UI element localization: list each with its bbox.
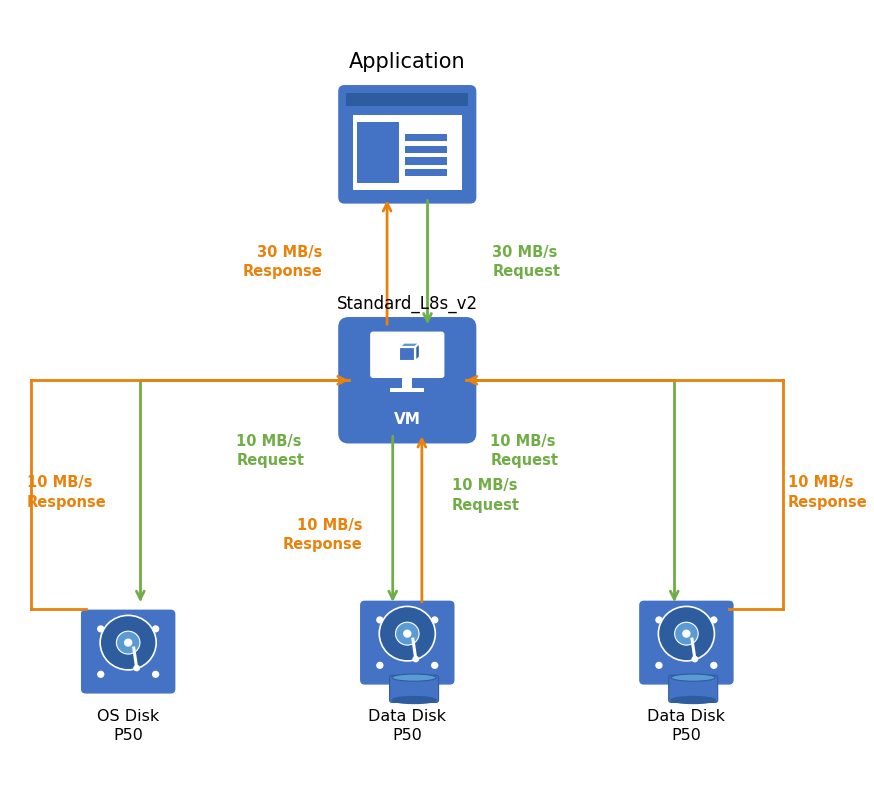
FancyBboxPatch shape	[406, 134, 447, 142]
FancyBboxPatch shape	[390, 676, 439, 703]
Circle shape	[683, 630, 690, 638]
Circle shape	[379, 607, 435, 661]
Circle shape	[396, 623, 419, 645]
FancyBboxPatch shape	[640, 601, 733, 684]
Circle shape	[377, 662, 383, 668]
Polygon shape	[399, 343, 420, 347]
Polygon shape	[415, 343, 420, 361]
FancyBboxPatch shape	[339, 318, 475, 443]
Circle shape	[432, 617, 438, 623]
Circle shape	[133, 664, 140, 672]
Text: 10 MB/s
Request: 10 MB/s Request	[490, 434, 558, 468]
FancyBboxPatch shape	[406, 169, 447, 176]
Circle shape	[98, 626, 104, 632]
Text: Data Disk
P50: Data Disk P50	[368, 709, 447, 744]
Circle shape	[377, 617, 383, 623]
Text: Standard_L8s_v2: Standard_L8s_v2	[336, 295, 478, 313]
Text: 10 MB/s
Response: 10 MB/s Response	[787, 475, 867, 509]
FancyBboxPatch shape	[81, 611, 175, 693]
Polygon shape	[399, 347, 415, 361]
Circle shape	[153, 672, 158, 677]
Circle shape	[691, 656, 698, 662]
Text: 10 MB/s
Response: 10 MB/s Response	[283, 518, 363, 552]
Text: VM: VM	[394, 412, 420, 427]
Circle shape	[711, 662, 717, 668]
FancyBboxPatch shape	[357, 122, 399, 183]
Text: 10 MB/s
Response: 10 MB/s Response	[27, 475, 107, 509]
Circle shape	[124, 638, 132, 647]
Text: 10 MB/s
Request: 10 MB/s Request	[236, 434, 304, 468]
FancyBboxPatch shape	[391, 388, 424, 392]
Circle shape	[656, 662, 662, 668]
FancyBboxPatch shape	[339, 86, 475, 203]
Circle shape	[403, 630, 412, 638]
FancyBboxPatch shape	[406, 157, 447, 165]
Ellipse shape	[671, 696, 715, 703]
FancyBboxPatch shape	[361, 601, 454, 684]
FancyBboxPatch shape	[346, 93, 468, 105]
Ellipse shape	[392, 696, 436, 703]
Circle shape	[656, 617, 662, 623]
FancyBboxPatch shape	[669, 676, 718, 703]
Ellipse shape	[671, 674, 715, 681]
Text: 30 MB/s
Request: 30 MB/s Request	[492, 246, 560, 280]
Circle shape	[98, 672, 104, 677]
Circle shape	[675, 623, 698, 645]
Text: Data Disk
P50: Data Disk P50	[648, 709, 725, 744]
Circle shape	[432, 662, 438, 668]
Circle shape	[153, 626, 158, 632]
Circle shape	[413, 656, 420, 662]
Text: Application: Application	[349, 51, 466, 71]
Text: 30 MB/s
Response: 30 MB/s Response	[243, 246, 323, 280]
Circle shape	[711, 617, 717, 623]
Circle shape	[658, 607, 714, 661]
FancyBboxPatch shape	[406, 146, 447, 153]
Circle shape	[116, 631, 140, 654]
Circle shape	[101, 615, 156, 670]
FancyBboxPatch shape	[402, 375, 413, 388]
FancyBboxPatch shape	[371, 333, 444, 377]
Text: OS Disk
P50: OS Disk P50	[97, 709, 159, 744]
FancyBboxPatch shape	[353, 115, 461, 189]
Text: 10 MB/s
Request: 10 MB/s Request	[452, 478, 520, 512]
Ellipse shape	[392, 674, 436, 681]
